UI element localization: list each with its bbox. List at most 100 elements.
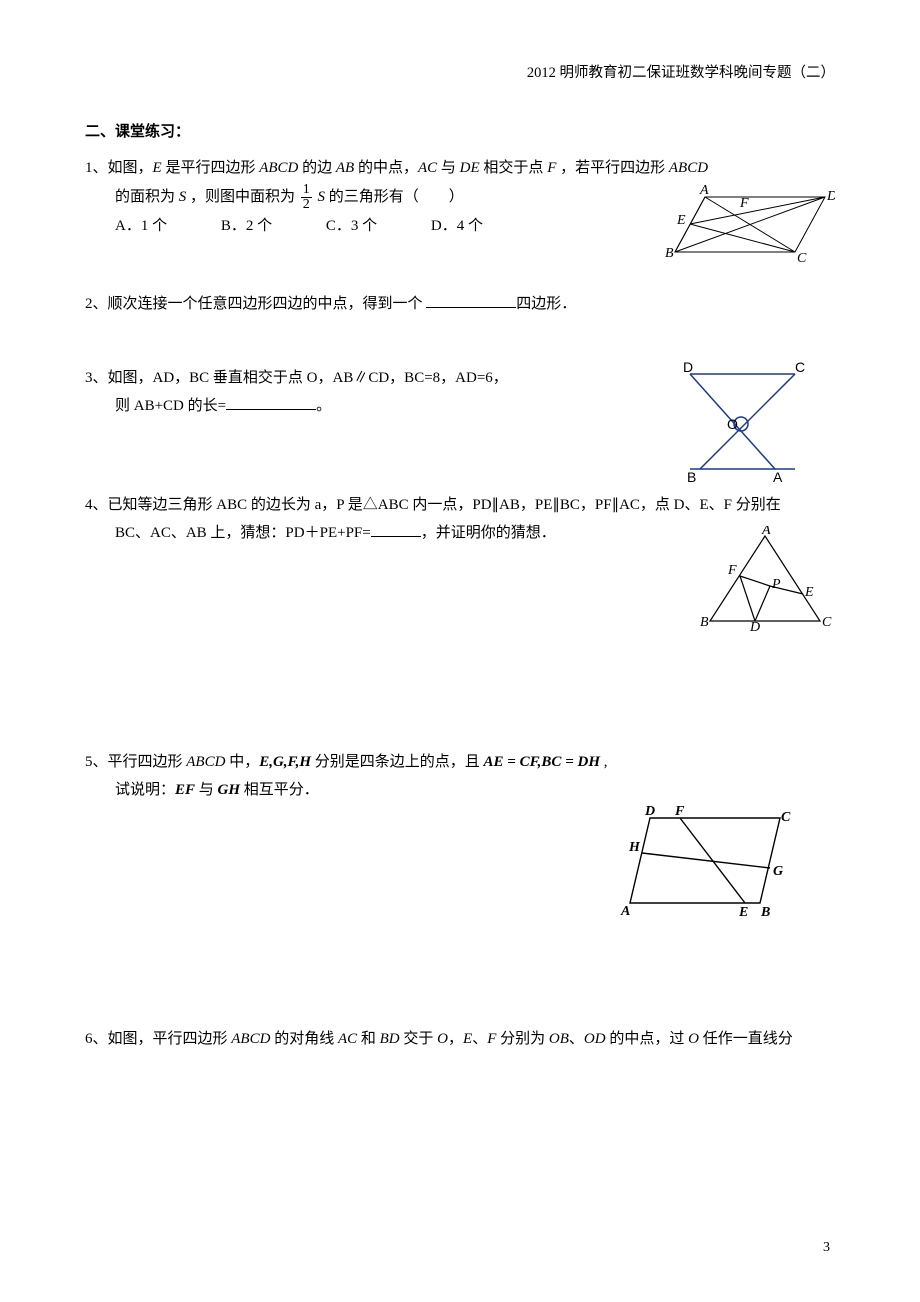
p5-abcd: ABCD: [186, 754, 225, 770]
p6-t4: 交于: [400, 1031, 438, 1047]
figure-4: A B C D E F P: [690, 526, 840, 636]
p1-t2: 是平行四边形: [162, 160, 260, 176]
p5-t1: 5、平行四边形: [85, 754, 186, 770]
p6-od: OD: [584, 1031, 606, 1047]
p1-l2a: 的面积为: [115, 189, 179, 205]
fraction-half: 12: [301, 183, 312, 212]
p6-e: E: [463, 1031, 472, 1047]
p6-t3: 和: [357, 1031, 380, 1047]
p6-t10: 任作一直线分: [699, 1031, 793, 1047]
p1-t7: ，若平行四边形: [556, 160, 669, 176]
blank-3[interactable]: [226, 392, 316, 410]
p4-line1: 4、已知等边三角形 ABC 的边长为 a，P 是△ABC 内一点，PD∥AB，P…: [85, 491, 835, 520]
svg-text:H: H: [628, 840, 641, 855]
svg-text:C: C: [795, 359, 805, 375]
svg-text:G: G: [773, 864, 783, 879]
p1-t4: 的中点，: [354, 160, 418, 176]
p6-t5: ，: [448, 1031, 463, 1047]
p3-l2a: 则 AB+CD 的长=: [115, 398, 226, 414]
p6-ob: OB: [549, 1031, 569, 1047]
p1-t5: 与: [437, 160, 460, 176]
svg-text:O: O: [727, 416, 738, 432]
p1-de: DE: [460, 160, 480, 176]
p6-f: F: [487, 1031, 496, 1047]
p1-l2c: 的三角形有（ ）: [325, 189, 464, 205]
p5-l2a: 试说明：: [115, 782, 175, 798]
p5-ef: EF: [175, 782, 195, 798]
p6-t6: 、: [472, 1031, 487, 1047]
p6-o2: O: [688, 1031, 699, 1047]
p1-text: 1、如图，: [85, 160, 153, 176]
p1-l2b: ，则图中面积为: [186, 189, 299, 205]
svg-text:A: A: [761, 526, 771, 538]
p3-l2b: 。: [316, 398, 331, 414]
svg-text:B: B: [687, 469, 696, 484]
option-c: C．3 个: [326, 218, 377, 234]
svg-text:E: E: [804, 585, 814, 600]
svg-text:F: F: [739, 196, 749, 211]
option-a: A．1 个: [115, 218, 167, 234]
svg-text:A: A: [699, 183, 709, 198]
blank-2[interactable]: [426, 290, 516, 308]
p6-o: O: [437, 1031, 448, 1047]
p5-l2b: 与: [195, 782, 218, 798]
p5-eghf: E,G,F,H: [259, 754, 311, 770]
p5-l2c: 相互平分．: [240, 782, 319, 798]
svg-text:A: A: [620, 904, 630, 919]
p6-t9: 的中点，过: [606, 1031, 689, 1047]
problem-3: D C O B A 3、如图，AD，BC 垂直相交于点 O，AB∥CD，BC=8…: [85, 364, 835, 421]
p6-bd: BD: [380, 1031, 400, 1047]
svg-text:B: B: [665, 246, 674, 261]
p1-S2: S: [318, 189, 326, 205]
figure-5: D F C H G A E B: [605, 803, 805, 923]
p4-l2b: ，并证明你的猜想．: [421, 525, 556, 541]
svg-text:F: F: [674, 804, 685, 819]
problem-5: 5、平行四边形 ABCD 中，E,G,F,H 分别是四条边上的点，且 AE = …: [85, 748, 835, 805]
p1-t6: 相交于点: [480, 160, 548, 176]
p1-ac: AC: [418, 160, 437, 176]
svg-text:D: D: [749, 620, 760, 635]
p6-t1: 6、如图，平行四边形: [85, 1031, 231, 1047]
svg-text:C: C: [822, 615, 832, 630]
svg-text:D: D: [644, 804, 655, 819]
option-b: B．2 个: [221, 218, 272, 234]
svg-text:B: B: [700, 615, 709, 630]
svg-text:E: E: [676, 213, 686, 228]
p1-E: E: [153, 160, 162, 176]
svg-text:C: C: [781, 810, 791, 825]
p5-t2: 中，: [225, 754, 259, 770]
p1-abcd2: ABCD: [669, 160, 708, 176]
svg-text:B: B: [760, 905, 770, 920]
p2-pre: 2、顺次连接一个任意四边形四边的中点，得到一个: [85, 296, 426, 312]
p5-t3: 分别是四条边上的点，且: [311, 754, 484, 770]
p6-abcd: ABCD: [231, 1031, 270, 1047]
p5-eq: AE = CF,BC = DH: [484, 754, 600, 770]
p4-l2a: BC、AC、AB 上，猜想：PD＋PE+PF=: [115, 525, 371, 541]
figure-3: D C O B A: [665, 354, 825, 484]
p1-f: F: [547, 160, 556, 176]
p6-t8: 、: [569, 1031, 584, 1047]
svg-text:A: A: [773, 469, 783, 484]
option-d: D．4 个: [431, 218, 483, 234]
page-number: 3: [823, 1235, 830, 1262]
svg-text:D: D: [683, 359, 693, 375]
p6-ac: AC: [338, 1031, 357, 1047]
p5-t4: ,: [600, 754, 608, 770]
p6-t2: 的对角线: [270, 1031, 338, 1047]
p5-gh: GH: [218, 782, 241, 798]
blank-4[interactable]: [371, 519, 421, 537]
problem-2: 2、顺次连接一个任意四边形四边的中点，得到一个 四边形．: [85, 290, 835, 319]
problem-4: A B C D E F P 4、已知等边三角形 ABC 的边长为 a，P 是△A…: [85, 491, 835, 548]
p1-abcd: ABCD: [259, 160, 298, 176]
p1-t3: 的边: [298, 160, 336, 176]
svg-text:C: C: [797, 251, 807, 266]
problem-6: 6、如图，平行四边形 ABCD 的对角线 AC 和 BD 交于 O，E、F 分别…: [85, 1025, 835, 1054]
p6-t7: 分别为: [496, 1031, 549, 1047]
p1-ab: AB: [336, 160, 354, 176]
svg-text:D: D: [826, 189, 835, 204]
svg-text:E: E: [738, 905, 748, 920]
p2-post: 四边形．: [516, 296, 576, 312]
svg-text:P: P: [771, 577, 781, 592]
page-header: 2012 明师教育初二保证班数学科晚间专题（二）: [85, 60, 835, 88]
figure-1: A D B C E F: [645, 182, 835, 267]
